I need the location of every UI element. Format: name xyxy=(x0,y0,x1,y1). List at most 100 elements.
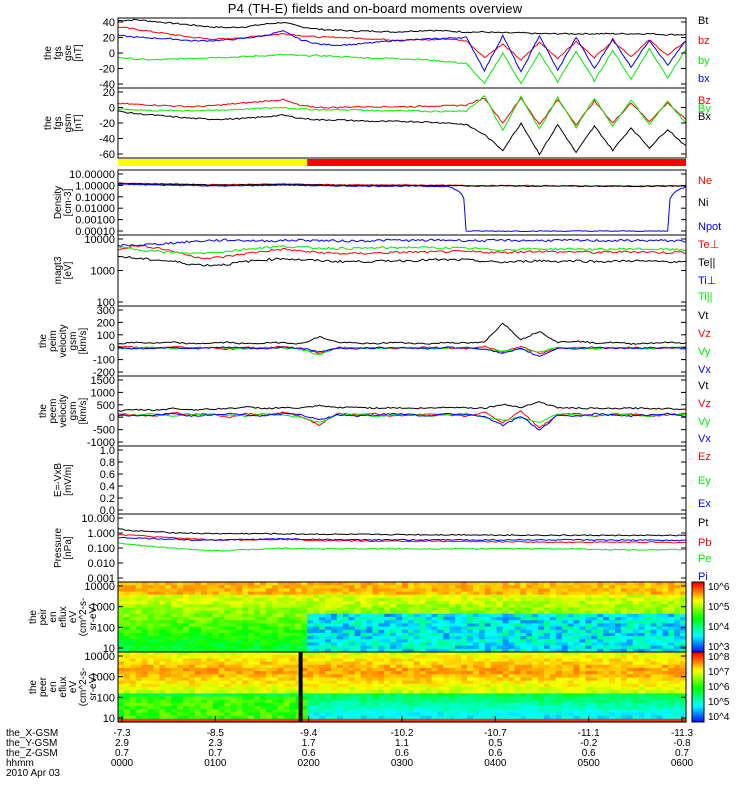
spectrogram-cell xyxy=(325,674,332,679)
spectrogram-cell xyxy=(189,690,196,694)
spectrogram-cell xyxy=(200,591,208,596)
spectrogram-cell xyxy=(603,585,610,589)
colorbar-label: 10^6 xyxy=(708,582,730,593)
spectrogram-cell xyxy=(674,645,681,650)
spectrogram-cell xyxy=(680,632,687,637)
spectrogram-cell xyxy=(644,667,652,672)
spectrogram-cell xyxy=(277,626,285,631)
spectrogram-cell xyxy=(118,642,125,647)
spectrogram-cell xyxy=(348,667,356,672)
spectrogram-cell xyxy=(129,655,137,659)
spectrogram-cell xyxy=(301,677,308,682)
spectrogram-cell xyxy=(301,664,308,669)
spectrogram-cell xyxy=(242,677,249,682)
spectrogram-cell xyxy=(248,674,255,679)
spectrogram-cell xyxy=(354,620,362,624)
spectrogram-cell xyxy=(615,687,622,691)
spectrogram-cell xyxy=(118,706,125,710)
spectrogram-cell xyxy=(425,658,433,663)
spectrogram-cell xyxy=(141,648,149,653)
spectrogram-cell xyxy=(307,680,314,685)
spectrogram-cell xyxy=(242,585,249,589)
spectrogram-cell xyxy=(372,680,379,685)
spectrogram-cell xyxy=(514,652,521,656)
spectrogram-cell xyxy=(449,667,456,672)
spectrogram-cell xyxy=(129,617,137,621)
spectrogram-cell xyxy=(218,613,226,618)
spectrogram-cell xyxy=(407,632,415,637)
spectrogram-cell xyxy=(212,683,220,688)
legend-Vy: Vy xyxy=(698,346,711,358)
spectrogram-cell xyxy=(437,683,445,688)
spectrogram-cell xyxy=(413,607,421,612)
spectrogram-cell xyxy=(283,687,291,691)
spectrogram-cell xyxy=(307,632,314,637)
spectrogram-cell xyxy=(313,642,320,647)
spectrogram-cell xyxy=(549,680,557,685)
spectrogram-cell xyxy=(325,582,332,586)
spectrogram-cell xyxy=(561,591,569,596)
spectrogram-cell xyxy=(538,690,545,694)
spectrogram-cell xyxy=(520,629,527,634)
spectrogram-cell xyxy=(260,658,267,663)
series-line-Npot xyxy=(118,183,687,233)
spectrogram-cell xyxy=(567,661,575,666)
spectrogram-cell xyxy=(402,607,409,612)
spectrogram-cell xyxy=(502,715,510,720)
spectrogram-cell xyxy=(449,645,456,650)
colorbar-label: 10^6 xyxy=(708,682,730,693)
spectrogram-cell xyxy=(425,585,433,589)
spectrogram-cell xyxy=(620,591,628,596)
spectrogram-cell xyxy=(277,661,285,666)
spectrogram-cell xyxy=(650,610,658,615)
spectrogram-cell xyxy=(165,585,172,589)
spectrogram-cell xyxy=(674,639,681,644)
spectrogram-cell xyxy=(484,639,492,644)
spectrogram-cell xyxy=(431,677,439,682)
spectrogram-cell xyxy=(230,597,237,602)
spectrogram-cell xyxy=(490,648,498,653)
spectrogram-cell xyxy=(206,680,214,685)
spectrogram-cell xyxy=(544,585,551,589)
spectrogram-cell xyxy=(473,613,480,618)
spectrogram-cell xyxy=(573,718,581,723)
spectrogram-cell xyxy=(260,585,267,589)
spectrogram-cell xyxy=(674,696,681,701)
spectrogram-cell xyxy=(165,645,172,650)
spectrogram-cell xyxy=(620,648,628,653)
spectrogram-cell xyxy=(603,623,610,628)
spectrogram-cell xyxy=(555,642,563,647)
spectrogram-cell xyxy=(123,661,131,666)
spectrogram-cell xyxy=(194,709,202,714)
spectrogram-cell xyxy=(402,652,409,656)
spectrogram-cell xyxy=(313,658,320,663)
spectrogram-cell xyxy=(135,648,143,653)
spectrogram-cell xyxy=(449,623,456,628)
y-tick-label: 0.10000 xyxy=(75,192,115,204)
spectrogram-cell xyxy=(407,696,415,701)
spectrogram-cell xyxy=(183,687,190,691)
spectrogram-cell xyxy=(549,712,557,717)
spectrogram-cell xyxy=(248,702,255,707)
spectrogram-cell xyxy=(283,604,291,609)
spectrogram-cell xyxy=(638,629,646,634)
spectrogram-cell xyxy=(585,702,592,707)
spectrogram-cell xyxy=(165,601,172,605)
spectrogram-cell xyxy=(230,594,237,599)
spectrogram-cell xyxy=(544,658,551,663)
spectrogram-cell xyxy=(508,667,516,672)
spectrogram-cell xyxy=(366,604,374,609)
spectrogram-cell xyxy=(147,636,155,640)
spectrogram-cell xyxy=(632,706,640,710)
spectrogram-cell xyxy=(603,655,610,659)
spectrogram-cell xyxy=(573,629,581,634)
spectrogram-cell xyxy=(437,629,445,634)
y-tick-label: -20 xyxy=(99,118,115,130)
spectrogram-cell xyxy=(478,604,486,609)
spectrogram-cell xyxy=(467,674,474,679)
spectrogram-cell xyxy=(277,664,285,669)
spectrogram-cell xyxy=(407,585,415,589)
spectrogram-cell xyxy=(141,683,149,688)
spectrogram-cell xyxy=(153,601,161,605)
spectrogram-cell xyxy=(490,639,498,644)
